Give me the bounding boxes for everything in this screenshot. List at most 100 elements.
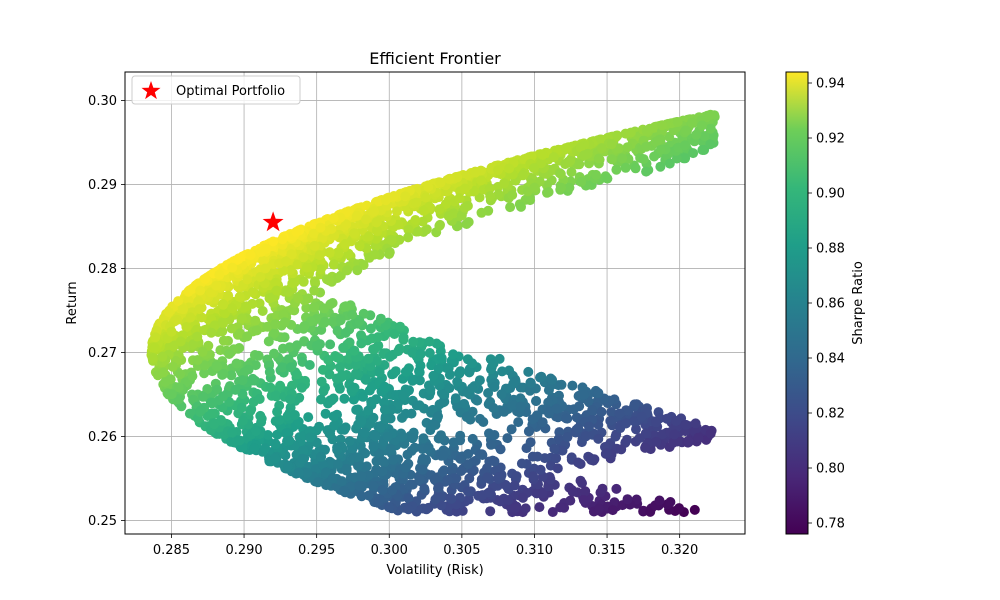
scatter-point <box>249 443 260 454</box>
scatter-point <box>414 400 425 411</box>
scatter-point <box>467 433 478 444</box>
scatter-point <box>305 432 316 443</box>
scatter-point <box>527 414 538 425</box>
scatter-point <box>407 433 418 444</box>
scatter-point <box>611 483 622 494</box>
scatter-point <box>424 336 435 347</box>
scatter-point <box>636 411 647 422</box>
scatter-point <box>705 139 716 150</box>
scatter-point <box>515 393 526 404</box>
scatter-point <box>388 191 399 202</box>
scatter-point <box>534 502 545 513</box>
scatter-point <box>287 278 298 289</box>
scatter-point <box>281 256 291 267</box>
scatter-point <box>303 412 314 423</box>
scatter-point <box>555 502 566 513</box>
scatter-point <box>336 476 347 487</box>
scatter-point <box>552 463 563 474</box>
scatter-point <box>459 202 470 213</box>
scatter-point <box>579 150 590 161</box>
scatter-point <box>250 360 261 371</box>
scatter-point <box>528 471 539 482</box>
scatter-point <box>593 433 604 444</box>
scatter-point <box>705 109 716 120</box>
scatter-point <box>665 497 676 507</box>
scatter-point <box>255 410 266 421</box>
scatter-point <box>402 449 413 460</box>
scatter-point <box>500 479 511 490</box>
scatter-point <box>175 369 186 380</box>
scatter-point <box>433 482 444 493</box>
x-tick-label: 0.305 <box>443 543 480 558</box>
scatter-point <box>313 477 323 488</box>
scatter-point <box>596 134 607 145</box>
scatter-point <box>591 169 601 180</box>
scatter-point <box>537 488 548 499</box>
scatter-point <box>302 468 313 478</box>
scatter-point <box>421 224 432 235</box>
scatter-point <box>368 480 379 491</box>
legend-box <box>131 75 301 105</box>
scatter-point <box>535 372 545 383</box>
scatter-point <box>429 474 440 485</box>
scatter-point <box>547 507 558 517</box>
colorbar-tick-label: 0.90 <box>816 187 845 202</box>
scatter-point <box>369 249 380 260</box>
scatter-point <box>393 346 404 357</box>
x-tick-label: 0.315 <box>588 543 625 558</box>
scatter-point <box>547 374 557 385</box>
scatter-point <box>493 189 504 200</box>
scatter-point <box>337 370 347 380</box>
scatter-point <box>553 412 563 423</box>
scatter-point <box>369 206 379 217</box>
scatter-point <box>411 197 422 208</box>
y-axis-label: Return <box>65 281 80 324</box>
scatter-point <box>579 389 589 400</box>
scatter-point <box>535 464 546 475</box>
scatter-point <box>525 385 535 396</box>
scatter-point <box>206 408 217 419</box>
scatter-point <box>270 319 281 330</box>
scatter-point <box>484 183 495 194</box>
scatter-point <box>205 287 216 298</box>
scatter-point <box>400 462 411 473</box>
scatter-point <box>672 117 683 127</box>
scatter-point <box>489 430 500 440</box>
scatter-point <box>359 427 370 438</box>
colorbar-tick-label: 0.92 <box>816 132 845 147</box>
scatter-point <box>344 436 355 447</box>
scatter-point <box>602 448 612 458</box>
scatter-point <box>544 407 554 417</box>
scatter-point <box>669 429 680 440</box>
scatter-point <box>278 265 289 276</box>
scatter-point <box>495 496 506 507</box>
scatter-point <box>606 139 617 150</box>
scatter-point <box>562 432 573 443</box>
scatter-point <box>486 439 496 450</box>
scatter-point <box>311 340 322 351</box>
scatter-point <box>464 473 475 484</box>
scatter-point <box>279 317 290 328</box>
scatter-point <box>185 312 196 323</box>
scatter-point <box>409 442 420 453</box>
scatter-point <box>391 206 402 217</box>
scatter-point <box>223 290 234 301</box>
scatter-point <box>245 406 256 416</box>
scatter-point <box>400 191 411 202</box>
scatter-point <box>403 493 414 504</box>
colorbar-tick-label: 0.80 <box>816 462 845 477</box>
scatter-point <box>557 445 568 456</box>
scatter-point <box>351 452 362 463</box>
scatter-point <box>674 503 685 514</box>
scatter-point <box>593 153 604 164</box>
scatter-point <box>578 495 589 506</box>
scatter-point <box>410 215 421 225</box>
scatter-point <box>324 275 334 286</box>
scatter-point <box>270 438 281 449</box>
scatter-point <box>341 219 352 230</box>
scatter-point <box>351 368 361 379</box>
scatter-point <box>349 345 360 356</box>
scatter-point <box>218 335 229 346</box>
scatter-point <box>347 309 358 320</box>
